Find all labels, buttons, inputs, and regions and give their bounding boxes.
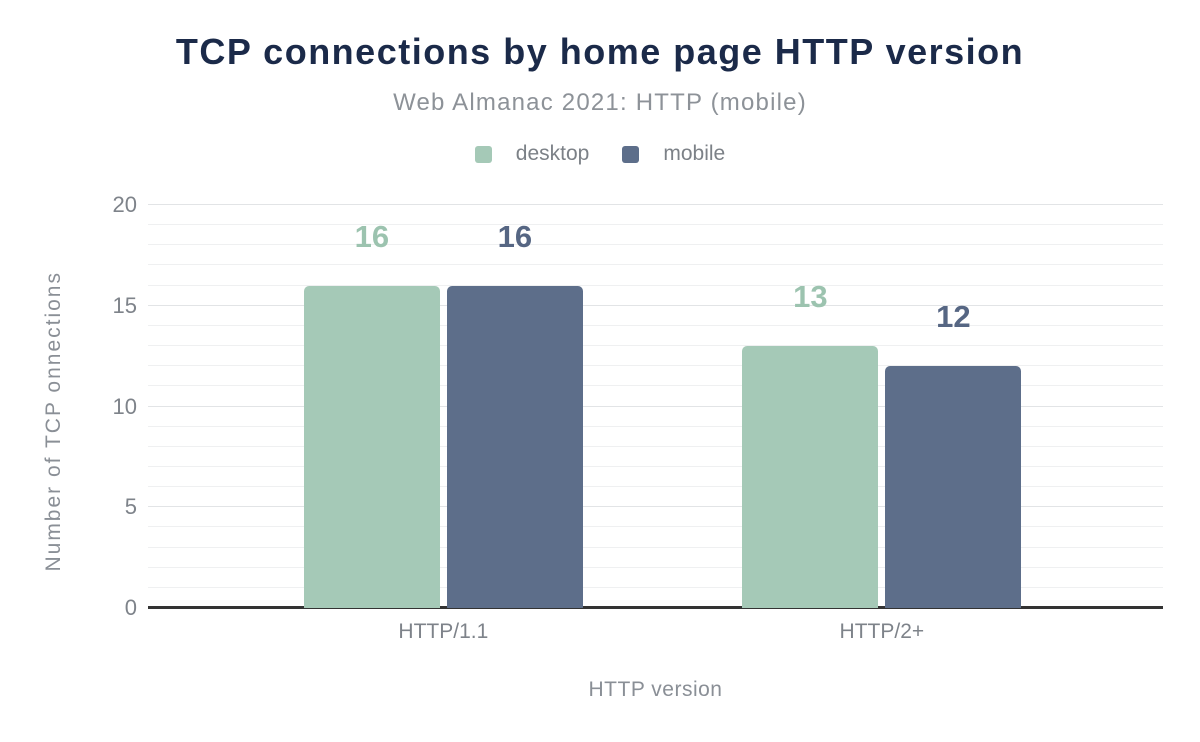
gridline-major: [148, 304, 1163, 306]
bar-desktop-1[interactable]: [742, 346, 879, 608]
y-axis-labels: 0 5 10 15 20: [0, 194, 137, 619]
gridline-minor: [148, 445, 1163, 447]
chart-title: TCP connections by home page HTTP versio…: [175, 31, 1025, 72]
gridline-minor: [148, 586, 1163, 588]
bar-desktop-0[interactable]: [303, 285, 440, 608]
legend-item-mobile[interactable]: mobile: [622, 142, 725, 166]
y-tick-label: 10: [112, 393, 137, 419]
gridline-minor: [148, 264, 1163, 266]
bar-mobile-0[interactable]: [446, 285, 583, 608]
value-label-mobile-0: 16: [497, 218, 533, 254]
gridline-minor: [148, 425, 1163, 427]
legend-swatch-mobile: [622, 145, 640, 163]
gridline-major: [148, 506, 1163, 508]
gridline-minor: [148, 345, 1163, 347]
y-tick-label: 0: [124, 595, 137, 620]
gridline-minor: [148, 566, 1163, 568]
x-axis-title: HTTP version: [588, 678, 723, 701]
legend-label: mobile: [663, 142, 726, 165]
gridline-minor: [148, 526, 1163, 528]
gridline-major: [148, 204, 1163, 205]
x-tick-label: HTTP/1.1: [398, 620, 489, 643]
y-tick-label: 15: [112, 292, 137, 318]
legend-label: desktop: [515, 142, 590, 165]
x-axis-labels: HTTP/1.1 HTTP/2+: [148, 620, 1163, 646]
bar-mobile-1[interactable]: [885, 366, 1022, 608]
y-tick-label: 20: [112, 192, 137, 217]
x-axis-line: [148, 606, 1163, 609]
gridline-minor: [148, 324, 1163, 326]
chart-subtitle: Web Almanac 2021: HTTP (mobile): [393, 89, 807, 116]
x-tick-label: HTTP/2+: [839, 620, 925, 643]
gridline-major: [148, 405, 1163, 407]
gridline-minor: [148, 546, 1163, 548]
y-tick-label: 5: [124, 494, 137, 520]
legend-item-desktop[interactable]: desktop: [474, 142, 590, 166]
gridline-minor: [148, 365, 1163, 367]
gridline-minor: [148, 385, 1163, 387]
gridline-minor: [148, 465, 1163, 467]
gridline-minor: [148, 486, 1163, 488]
value-label-desktop-0: 16: [354, 218, 390, 254]
legend-swatch-desktop: [474, 145, 492, 163]
legend: desktop mobile: [0, 142, 1200, 166]
value-label-desktop-1: 13: [793, 279, 828, 315]
gridline-minor: [148, 224, 1163, 226]
value-label-mobile-1: 12: [936, 299, 971, 335]
gridline-minor: [148, 244, 1163, 246]
gridline-minor: [148, 284, 1163, 286]
plot-area: 16 13 16 12: [148, 204, 1163, 609]
